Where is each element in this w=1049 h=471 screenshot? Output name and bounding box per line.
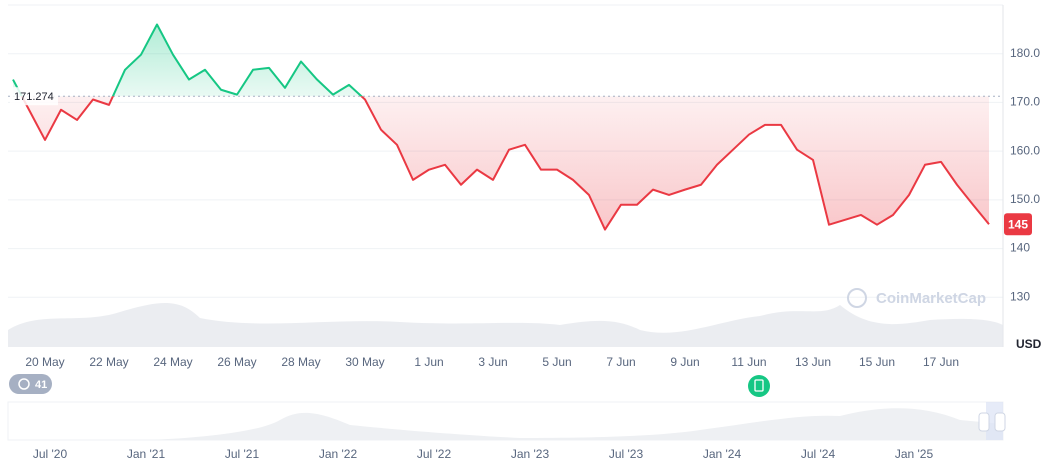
baseline-label: 171.274	[14, 91, 54, 103]
x-tick-label: 7 Jun	[606, 355, 635, 369]
watermark-logo	[847, 288, 867, 308]
y-tick-label: 150.0	[1010, 192, 1040, 206]
x-tick-label: 30 May	[345, 355, 384, 369]
history-badge[interactable]	[9, 374, 52, 394]
y-tick-label: 160.0	[1010, 143, 1040, 157]
currency-label: USD	[1016, 337, 1042, 351]
x-tick-label: 5 Jun	[542, 355, 571, 369]
x-tick-label: 26 May	[217, 355, 256, 369]
event-marker[interactable]	[748, 375, 770, 397]
price-line-down	[20, 96, 990, 231]
navigator-label: Jan '25	[895, 447, 934, 461]
x-tick-label: 24 May	[153, 355, 192, 369]
watermark: CoinMarketCap	[847, 288, 986, 308]
price-badge	[1004, 213, 1032, 236]
price-line-up	[12, 23, 363, 97]
navigator-label: Jul '21	[225, 447, 260, 461]
y-tick-label: 130	[1010, 289, 1030, 303]
baseline-label-bg	[10, 87, 58, 106]
volume-area	[8, 302, 1003, 347]
x-tick-label: 9 Jun	[670, 355, 699, 369]
x-tick-label: 15 Jun	[859, 355, 895, 369]
x-tick-label: 22 May	[89, 355, 128, 369]
watermark-text: CoinMarketCap	[876, 290, 986, 307]
x-tick-label: 20 May	[25, 355, 64, 369]
navigator-label: Jul '22	[417, 447, 452, 461]
navigator-handle[interactable]	[978, 412, 990, 432]
navigator-label: Jan '23	[511, 447, 550, 461]
event-icon	[754, 379, 764, 392]
navigator-label: Jan '22	[319, 447, 358, 461]
x-tick-label: 28 May	[281, 355, 320, 369]
area-up	[13, 24, 362, 97]
history-count: 41	[35, 379, 47, 391]
navigator-area	[8, 408, 1003, 440]
history-icon	[18, 378, 30, 390]
y-tick-label: 170.0	[1010, 95, 1040, 109]
price-badge-label: 145	[1008, 217, 1028, 231]
x-tick-label: 11 Jun	[731, 355, 766, 369]
navigator-label: Jul '23	[609, 447, 644, 461]
navigator-label: Jan '24	[703, 447, 742, 461]
navigator-label: Jul '20	[33, 447, 68, 461]
navigator-label: Jul '24	[801, 447, 836, 461]
navigator-label: Jan '21	[127, 447, 166, 461]
x-tick-label: 3 Jun	[478, 355, 507, 369]
x-tick-label: 1 Jun	[414, 355, 443, 369]
y-tick-label: 140	[1010, 241, 1030, 255]
x-tick-label: 17 Jun	[923, 355, 959, 369]
navigator-handle[interactable]	[994, 412, 1006, 432]
y-tick-label: 180.0	[1010, 46, 1040, 60]
x-tick-label: 13 Jun	[795, 355, 831, 369]
